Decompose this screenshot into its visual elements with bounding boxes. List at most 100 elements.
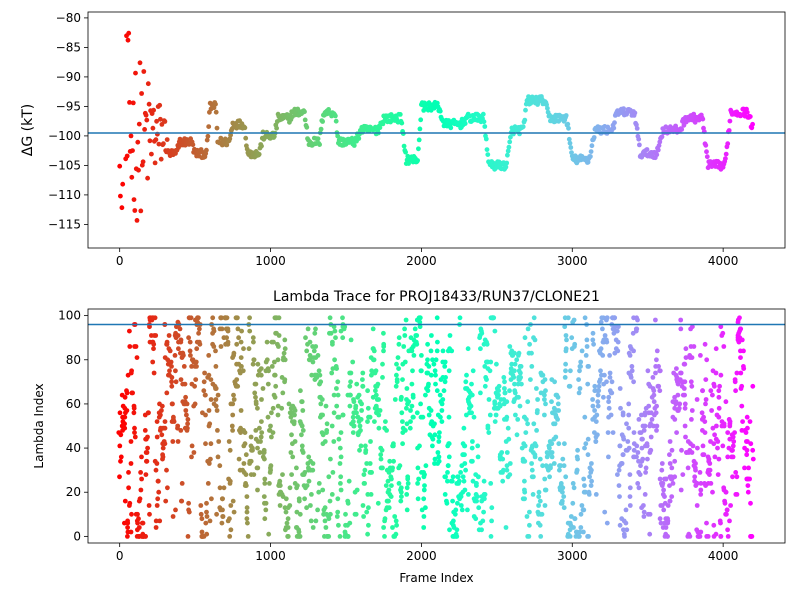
lambda-point (672, 417, 678, 422)
lambda-point (301, 472, 307, 477)
lambda-point (230, 428, 236, 433)
lambda-point (270, 430, 276, 435)
lambda-point (488, 359, 494, 365)
lambda-point (185, 534, 191, 539)
lambda-point (276, 315, 282, 321)
dg-point (349, 135, 355, 141)
lambda-y-tick-label: 20 (66, 485, 81, 499)
lambda-point (585, 381, 591, 387)
lambda-point (532, 337, 538, 343)
lambda-point (269, 410, 274, 416)
lambda-point (204, 531, 210, 537)
lambda-point (653, 410, 659, 416)
lambda-point (261, 494, 267, 499)
dg-point (153, 137, 159, 143)
lambda-point (470, 439, 475, 444)
lambda-point (631, 379, 636, 385)
dg-point (507, 139, 513, 145)
lambda-point (750, 383, 756, 389)
lambda-point (444, 500, 450, 506)
lambda-point (593, 419, 599, 424)
lambda-point (590, 403, 596, 409)
lambda-point (122, 414, 128, 420)
dg-point (418, 117, 424, 123)
lambda-point (193, 359, 199, 365)
dg-point (485, 152, 491, 158)
lambda-point (234, 341, 240, 347)
lambda-point (738, 326, 744, 332)
lambda-point (357, 423, 363, 429)
lambda-point (635, 481, 641, 486)
dg-point (505, 152, 510, 158)
lambda-point (488, 534, 494, 539)
lambda-point (371, 357, 377, 363)
dg-point (723, 156, 728, 162)
lambda-point (316, 368, 322, 374)
lambda-point (676, 405, 682, 411)
lambda-point (639, 445, 645, 451)
lambda-point (191, 450, 197, 455)
lambda-point (251, 472, 257, 477)
lambda-point (572, 344, 577, 349)
lambda-point (585, 452, 591, 458)
lambda-point (334, 514, 340, 519)
dg-point (144, 117, 150, 123)
lambda-point (340, 335, 346, 341)
lambda-point (398, 485, 404, 491)
lambda-point (636, 485, 642, 491)
lambda-point (382, 534, 387, 539)
lambda-point (512, 390, 518, 396)
lambda-point (527, 522, 532, 528)
lambda-point (515, 417, 521, 422)
dg-point (377, 125, 383, 131)
lambda-point (253, 428, 259, 433)
lambda-point (208, 441, 214, 447)
lambda-point (589, 461, 594, 466)
lambda-point (446, 414, 452, 420)
lambda-point (428, 408, 434, 413)
lambda-point (411, 414, 416, 420)
lambda-point (440, 397, 446, 402)
lambda-point (214, 408, 220, 413)
lambda-point (320, 412, 325, 418)
dg-point (205, 133, 211, 139)
lambda-point (497, 403, 503, 409)
lambda-point (725, 527, 730, 533)
lambda-point (419, 353, 424, 358)
dg-point (317, 142, 322, 148)
lambda-point (396, 366, 401, 371)
lambda-point (178, 337, 184, 343)
lambda-point (612, 315, 618, 321)
lambda-point (504, 399, 510, 405)
dg-point (612, 120, 617, 126)
lambda-point (748, 534, 754, 539)
lambda-point (202, 370, 208, 376)
lambda-point (667, 498, 673, 504)
lambda-point (519, 381, 524, 387)
lambda-point (337, 461, 343, 466)
lambda-point (296, 496, 302, 502)
lambda-point (453, 531, 459, 537)
lambda-point (707, 467, 713, 473)
lambda-point (361, 472, 367, 477)
lambda-point (522, 487, 527, 493)
lambda-point (170, 439, 176, 444)
lambda-point (268, 423, 273, 429)
lambda-point (384, 428, 389, 433)
lambda-point (206, 353, 212, 358)
lambda-point (640, 456, 646, 462)
lambda-point (228, 503, 234, 508)
lambda-point (423, 392, 428, 398)
lambda-point (338, 474, 344, 480)
lambda-point (167, 368, 172, 374)
lambda-point (475, 474, 481, 480)
dg-point (320, 119, 325, 124)
lambda-point (567, 527, 573, 533)
lambda-point (245, 520, 250, 526)
dg-point (566, 125, 571, 131)
lambda-point (677, 401, 683, 407)
lambda-point (407, 425, 413, 431)
lambda-point (408, 408, 413, 413)
lambda-point (158, 412, 163, 418)
lambda-point (606, 405, 612, 411)
